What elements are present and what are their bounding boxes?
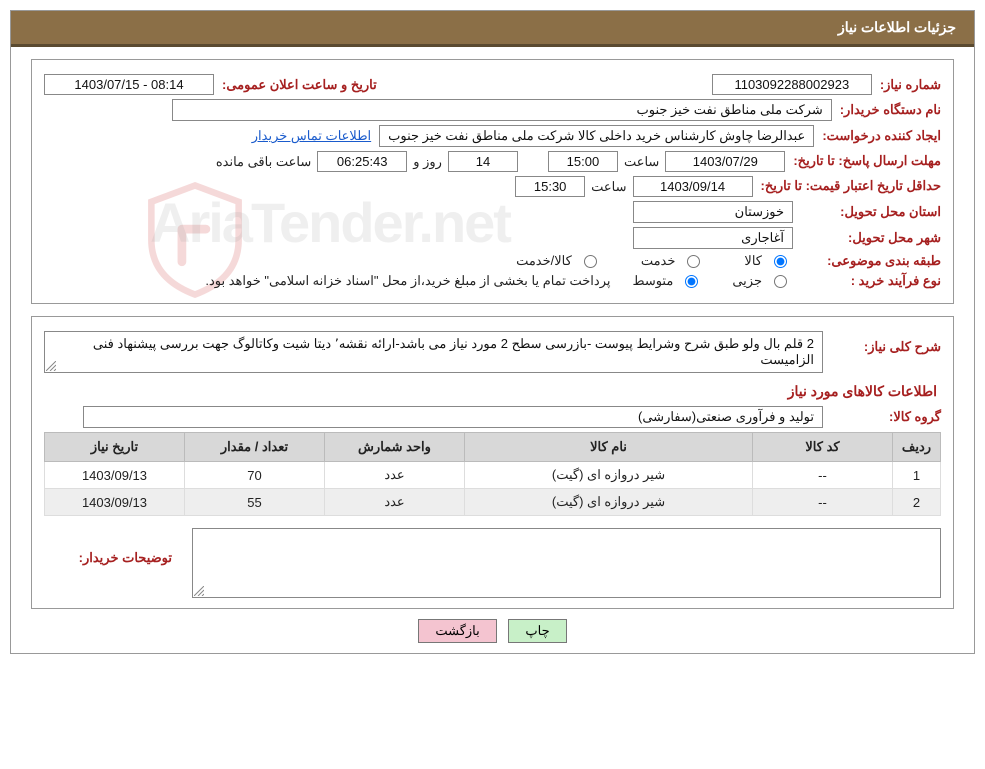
value-request-no: 1103092288002923 xyxy=(712,74,872,95)
value-deadline-countdown: 06:25:43 xyxy=(317,151,407,172)
process-note: پرداخت تمام یا بخشی از مبلغ خرید،از محل … xyxy=(205,273,610,289)
cell-unit: عدد xyxy=(325,462,465,489)
row-province: استان محل تحویل: خوزستان xyxy=(44,201,941,223)
row-request-no: شماره نیاز: 1103092288002923 تاریخ و ساع… xyxy=(44,74,941,95)
value-validity-time: 15:30 xyxy=(515,176,585,197)
items-section-title: اطلاعات کالاهای مورد نیاز xyxy=(48,383,937,400)
row-desc: شرح کلی نیاز: 2 قلم بال ولو طبق شرح وشرا… xyxy=(44,331,941,373)
table-header-row: ردیف کد کالا نام کالا واحد شمارش تعداد /… xyxy=(45,433,941,462)
back-button[interactable]: بازگشت xyxy=(418,619,496,643)
value-city: آغاجاری xyxy=(633,227,793,249)
cell-row: 2 xyxy=(893,489,941,516)
value-validity-date: 1403/09/14 xyxy=(633,176,753,197)
opt-process-medium: متوسط xyxy=(632,273,673,289)
label-category: طبقه بندی موضوعی: xyxy=(801,253,941,269)
radio-process-medium[interactable] xyxy=(685,275,698,288)
opt-category-goods: کالا xyxy=(744,253,762,269)
row-group: گروه کالا: تولید و فرآوری صنعتی(سفارشی) xyxy=(44,406,941,428)
label-deadline-time: ساعت xyxy=(624,154,659,170)
resize-handle-icon[interactable] xyxy=(46,361,56,371)
col-unit: واحد شمارش xyxy=(325,433,465,462)
label-deadline-days: روز و xyxy=(413,154,442,170)
opt-category-both: کالا/خدمت xyxy=(516,253,572,269)
row-deadline: مهلت ارسال پاسخ: تا تاریخ: 1403/07/29 سا… xyxy=(44,151,941,172)
value-province: خوزستان xyxy=(633,201,793,223)
cell-name: شیر دروازه ای (گیت) xyxy=(465,489,753,516)
desc-text: 2 قلم بال ولو طبق شرح وشرایط پیوست -بازر… xyxy=(93,336,814,367)
value-deadline-date: 1403/07/29 xyxy=(665,151,785,172)
value-desc: 2 قلم بال ولو طبق شرح وشرایط پیوست -بازر… xyxy=(44,331,823,373)
radio-process-partial[interactable] xyxy=(774,275,787,288)
value-announce: 1403/07/15 - 08:14 xyxy=(44,74,214,95)
resize-handle-icon[interactable] xyxy=(194,586,204,596)
label-request-no: شماره نیاز: xyxy=(880,77,941,93)
label-province: استان محل تحویل: xyxy=(801,204,941,220)
col-code: کد کالا xyxy=(753,433,893,462)
opt-category-service: خدمت xyxy=(641,253,676,269)
label-deadline-l1: مهلت ارسال پاسخ: xyxy=(838,153,941,170)
label-buyer-org: نام دستگاه خریدار: xyxy=(840,102,941,118)
cell-qty: 55 xyxy=(185,489,325,516)
col-row: ردیف xyxy=(893,433,941,462)
label-city: شهر محل تحویل: xyxy=(801,230,941,246)
label-announce: تاریخ و ساعت اعلان عمومی: xyxy=(222,77,377,93)
label-deadline-countdown: ساعت باقی مانده xyxy=(216,154,311,170)
opt-process-partial: جزیی xyxy=(732,273,762,289)
table-row: 1--شیر دروازه ای (گیت)عدد701403/09/13 xyxy=(45,462,941,489)
value-buyer-notes[interactable] xyxy=(192,528,941,598)
row-creator: ایجاد کننده درخواست: عبدالرضا چاوش کارشن… xyxy=(44,125,941,147)
cell-date: 1403/09/13 xyxy=(45,489,185,516)
radio-category-goods[interactable] xyxy=(774,255,787,268)
form-items-box: شرح کلی نیاز: 2 قلم بال ولو طبق شرح وشرا… xyxy=(31,316,954,609)
row-city: شهر محل تحویل: آغاجاری xyxy=(44,227,941,249)
page-title-bar: جزئیات اطلاعات نیاز xyxy=(11,11,974,47)
col-qty: تعداد / مقدار xyxy=(185,433,325,462)
label-deadline: مهلت ارسال پاسخ: تا تاریخ: xyxy=(793,153,941,170)
cell-name: شیر دروازه ای (گیت) xyxy=(465,462,753,489)
value-group: تولید و فرآوری صنعتی(سفارشی) xyxy=(83,406,823,428)
label-validity-l1: حداقل تاریخ اعتبار قیمت: xyxy=(806,178,941,195)
row-validity: حداقل تاریخ اعتبار قیمت: تا تاریخ: 1403/… xyxy=(44,176,941,197)
value-deadline-days: 14 xyxy=(448,151,518,172)
col-date: تاریخ نیاز xyxy=(45,433,185,462)
cell-date: 1403/09/13 xyxy=(45,462,185,489)
cell-row: 1 xyxy=(893,462,941,489)
label-deadline-l2: تا تاریخ: xyxy=(793,153,834,170)
label-validity: حداقل تاریخ اعتبار قیمت: تا تاریخ: xyxy=(761,178,941,195)
label-validity-time: ساعت xyxy=(591,179,626,195)
page-container: جزئیات اطلاعات نیاز AriaTender.net شماره… xyxy=(10,10,975,654)
value-creator: عبدالرضا چاوش کارشناس خرید داخلی کالا شر… xyxy=(379,125,814,147)
radio-category-service[interactable] xyxy=(687,255,700,268)
cell-code: -- xyxy=(753,489,893,516)
link-buyer-contact[interactable]: اطلاعات تماس خریدار xyxy=(252,128,371,144)
table-row: 2--شیر دروازه ای (گیت)عدد551403/09/13 xyxy=(45,489,941,516)
value-deadline-time: 15:00 xyxy=(548,151,618,172)
label-group: گروه کالا: xyxy=(831,409,941,425)
radio-category-both[interactable] xyxy=(584,255,597,268)
label-creator: ایجاد کننده درخواست: xyxy=(822,128,941,144)
label-validity-l2: تا تاریخ: xyxy=(761,178,802,195)
cell-code: -- xyxy=(753,462,893,489)
cell-qty: 70 xyxy=(185,462,325,489)
label-desc: شرح کلی نیاز: xyxy=(831,331,941,355)
value-buyer-org: شرکت ملی مناطق نفت خیز جنوب xyxy=(172,99,832,121)
label-buyer-notes: توضیحات خریدار: xyxy=(52,528,172,566)
row-buyer-org: نام دستگاه خریدار: شرکت ملی مناطق نفت خی… xyxy=(44,99,941,121)
col-name: نام کالا xyxy=(465,433,753,462)
print-button[interactable]: چاپ xyxy=(508,619,566,643)
row-process-type: نوع فرآیند خرید : جزیی متوسط پرداخت تمام… xyxy=(44,273,941,289)
page-title: جزئیات اطلاعات نیاز xyxy=(838,19,956,35)
items-table: ردیف کد کالا نام کالا واحد شمارش تعداد /… xyxy=(44,432,941,516)
label-process-type: نوع فرآیند خرید : xyxy=(801,273,941,289)
row-buyer-notes: توضیحات خریدار: xyxy=(44,528,941,598)
footer-buttons: چاپ بازگشت xyxy=(11,619,974,643)
cell-unit: عدد xyxy=(325,489,465,516)
form-main-box: شماره نیاز: 1103092288002923 تاریخ و ساع… xyxy=(31,59,954,304)
row-category: طبقه بندی موضوعی: کالا خدمت کالا/خدمت xyxy=(44,253,941,269)
